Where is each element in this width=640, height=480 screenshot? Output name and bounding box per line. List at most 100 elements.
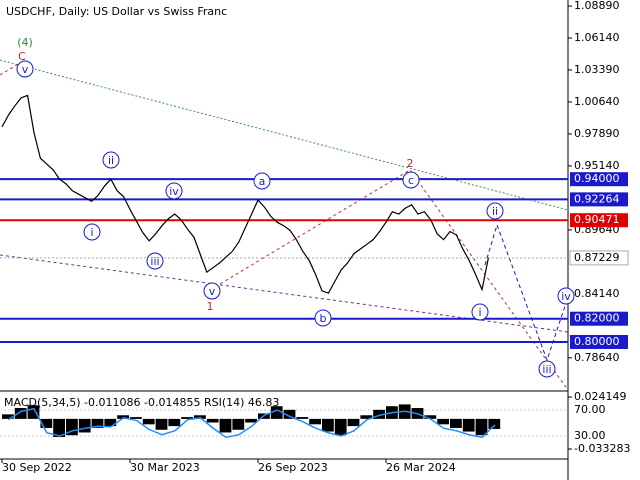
level-label: 0.80000 [574, 335, 620, 348]
macd-bar [168, 418, 181, 427]
wave-circle [16, 60, 34, 78]
chart-title: USDCHF, Daily: US Dollar vs Swiss Franc [6, 5, 227, 18]
current-price-box [569, 250, 629, 266]
y-tick-label: 1.08890 [574, 0, 620, 12]
wave-label: i [478, 306, 481, 319]
level-box [570, 172, 628, 187]
wave-circle [402, 171, 420, 189]
macd-bar [322, 418, 334, 432]
macd-bar [117, 415, 129, 419]
wave-label: a [259, 175, 266, 188]
macd-bar [104, 418, 117, 427]
macd-bar [78, 418, 91, 433]
wave-label: C [18, 50, 26, 63]
y-tick-label: 0.97890 [574, 127, 620, 140]
y2-tick-label: 30.00 [574, 429, 606, 442]
macd-bar [2, 414, 14, 419]
macd-bar [66, 418, 78, 436]
macd-bar [475, 418, 488, 436]
level-label: 0.94000 [574, 172, 620, 185]
macd-bar [309, 418, 321, 425]
x-tick-label: 26 Mar 2024 [386, 461, 456, 474]
wave-circle [486, 202, 504, 220]
level-label: 0.90471 [574, 213, 620, 226]
y2-tick-label: 70.00 [574, 403, 606, 416]
level-label: 0.82000 [574, 312, 620, 325]
level-label: 0.92264 [574, 192, 620, 205]
macd-bar [296, 417, 309, 419]
rsi-line [7, 407, 496, 439]
x-tick-label: 30 Mar 2023 [130, 461, 200, 474]
macd-bar [245, 418, 257, 423]
macd-bar [360, 415, 373, 419]
macd-bar [373, 409, 385, 419]
y-tick-label: 0.024149 [574, 390, 627, 403]
y-tick-label: 0.78640 [574, 351, 620, 364]
channel-line [0, 59, 569, 211]
wave-circle [102, 151, 120, 169]
macd-bar [219, 418, 232, 433]
wave-circle [538, 360, 556, 378]
indicator-label: MACD(5,34,5) -0.011086 -0.014855 RSI(14)… [4, 396, 279, 409]
level-box [570, 311, 628, 326]
x-tick-label: 26 Sep 2023 [258, 461, 328, 474]
macd-bar [283, 409, 296, 419]
wave-circle [314, 309, 332, 327]
macd-bar [142, 418, 155, 425]
wave-label: iv [561, 290, 571, 303]
macd-bar [181, 417, 193, 419]
macd-bar [155, 418, 168, 430]
macd-bar [40, 418, 53, 428]
wave-label: 1 [207, 300, 214, 313]
y-tick-label: 0.95140 [574, 159, 620, 172]
macd-bar [437, 418, 449, 425]
y-tick-label: 0.84140 [574, 287, 620, 300]
macd-bar [450, 418, 462, 428]
y-tick-label: -0.033283 [574, 442, 630, 455]
macd-bar [488, 418, 501, 429]
projection-line [484, 223, 568, 362]
level-box [570, 334, 628, 349]
wave-label: v [22, 63, 29, 76]
x-tick-label: 30 Sep 2022 [2, 461, 72, 474]
wave-circle [146, 252, 164, 270]
wave-label: v [209, 285, 216, 298]
macd-bar [27, 405, 40, 419]
wave-circle [203, 282, 221, 300]
wave-circle [557, 287, 575, 305]
macd-bar [347, 418, 360, 427]
macd-bar [462, 418, 475, 432]
wave-label: iv [169, 185, 179, 198]
wave-label: iii [150, 255, 159, 268]
wave-circle [253, 172, 271, 190]
macd-bar [14, 408, 27, 419]
macd-bar [194, 415, 206, 419]
y-tick-label: 1.06140 [574, 31, 620, 44]
macd-bar [206, 418, 219, 423]
y-tick-label: 1.03390 [574, 63, 620, 76]
price-line [1, 94, 489, 294]
macd-bar [53, 418, 65, 437]
wave-label: iii [542, 363, 551, 376]
wave-label: c [408, 174, 414, 187]
macd-bar [270, 406, 283, 419]
wave-label: 2 [407, 157, 414, 170]
macd-bar [91, 418, 104, 428]
wave-circle [471, 303, 489, 321]
level-box [570, 213, 628, 228]
macd-bar [130, 417, 142, 419]
y-tick-label: 1.00640 [574, 95, 620, 108]
wave-label: ii [492, 205, 498, 218]
macd-bar [232, 418, 245, 430]
current-price-label: 0.87229 [574, 251, 620, 264]
wave-label: (4) [17, 36, 33, 49]
wave-circle [165, 182, 183, 200]
level-box [570, 192, 628, 207]
wave-label: i [90, 226, 93, 239]
wave-label: b [320, 312, 327, 325]
wave-circle [83, 223, 101, 241]
macd-bar [334, 418, 347, 436]
